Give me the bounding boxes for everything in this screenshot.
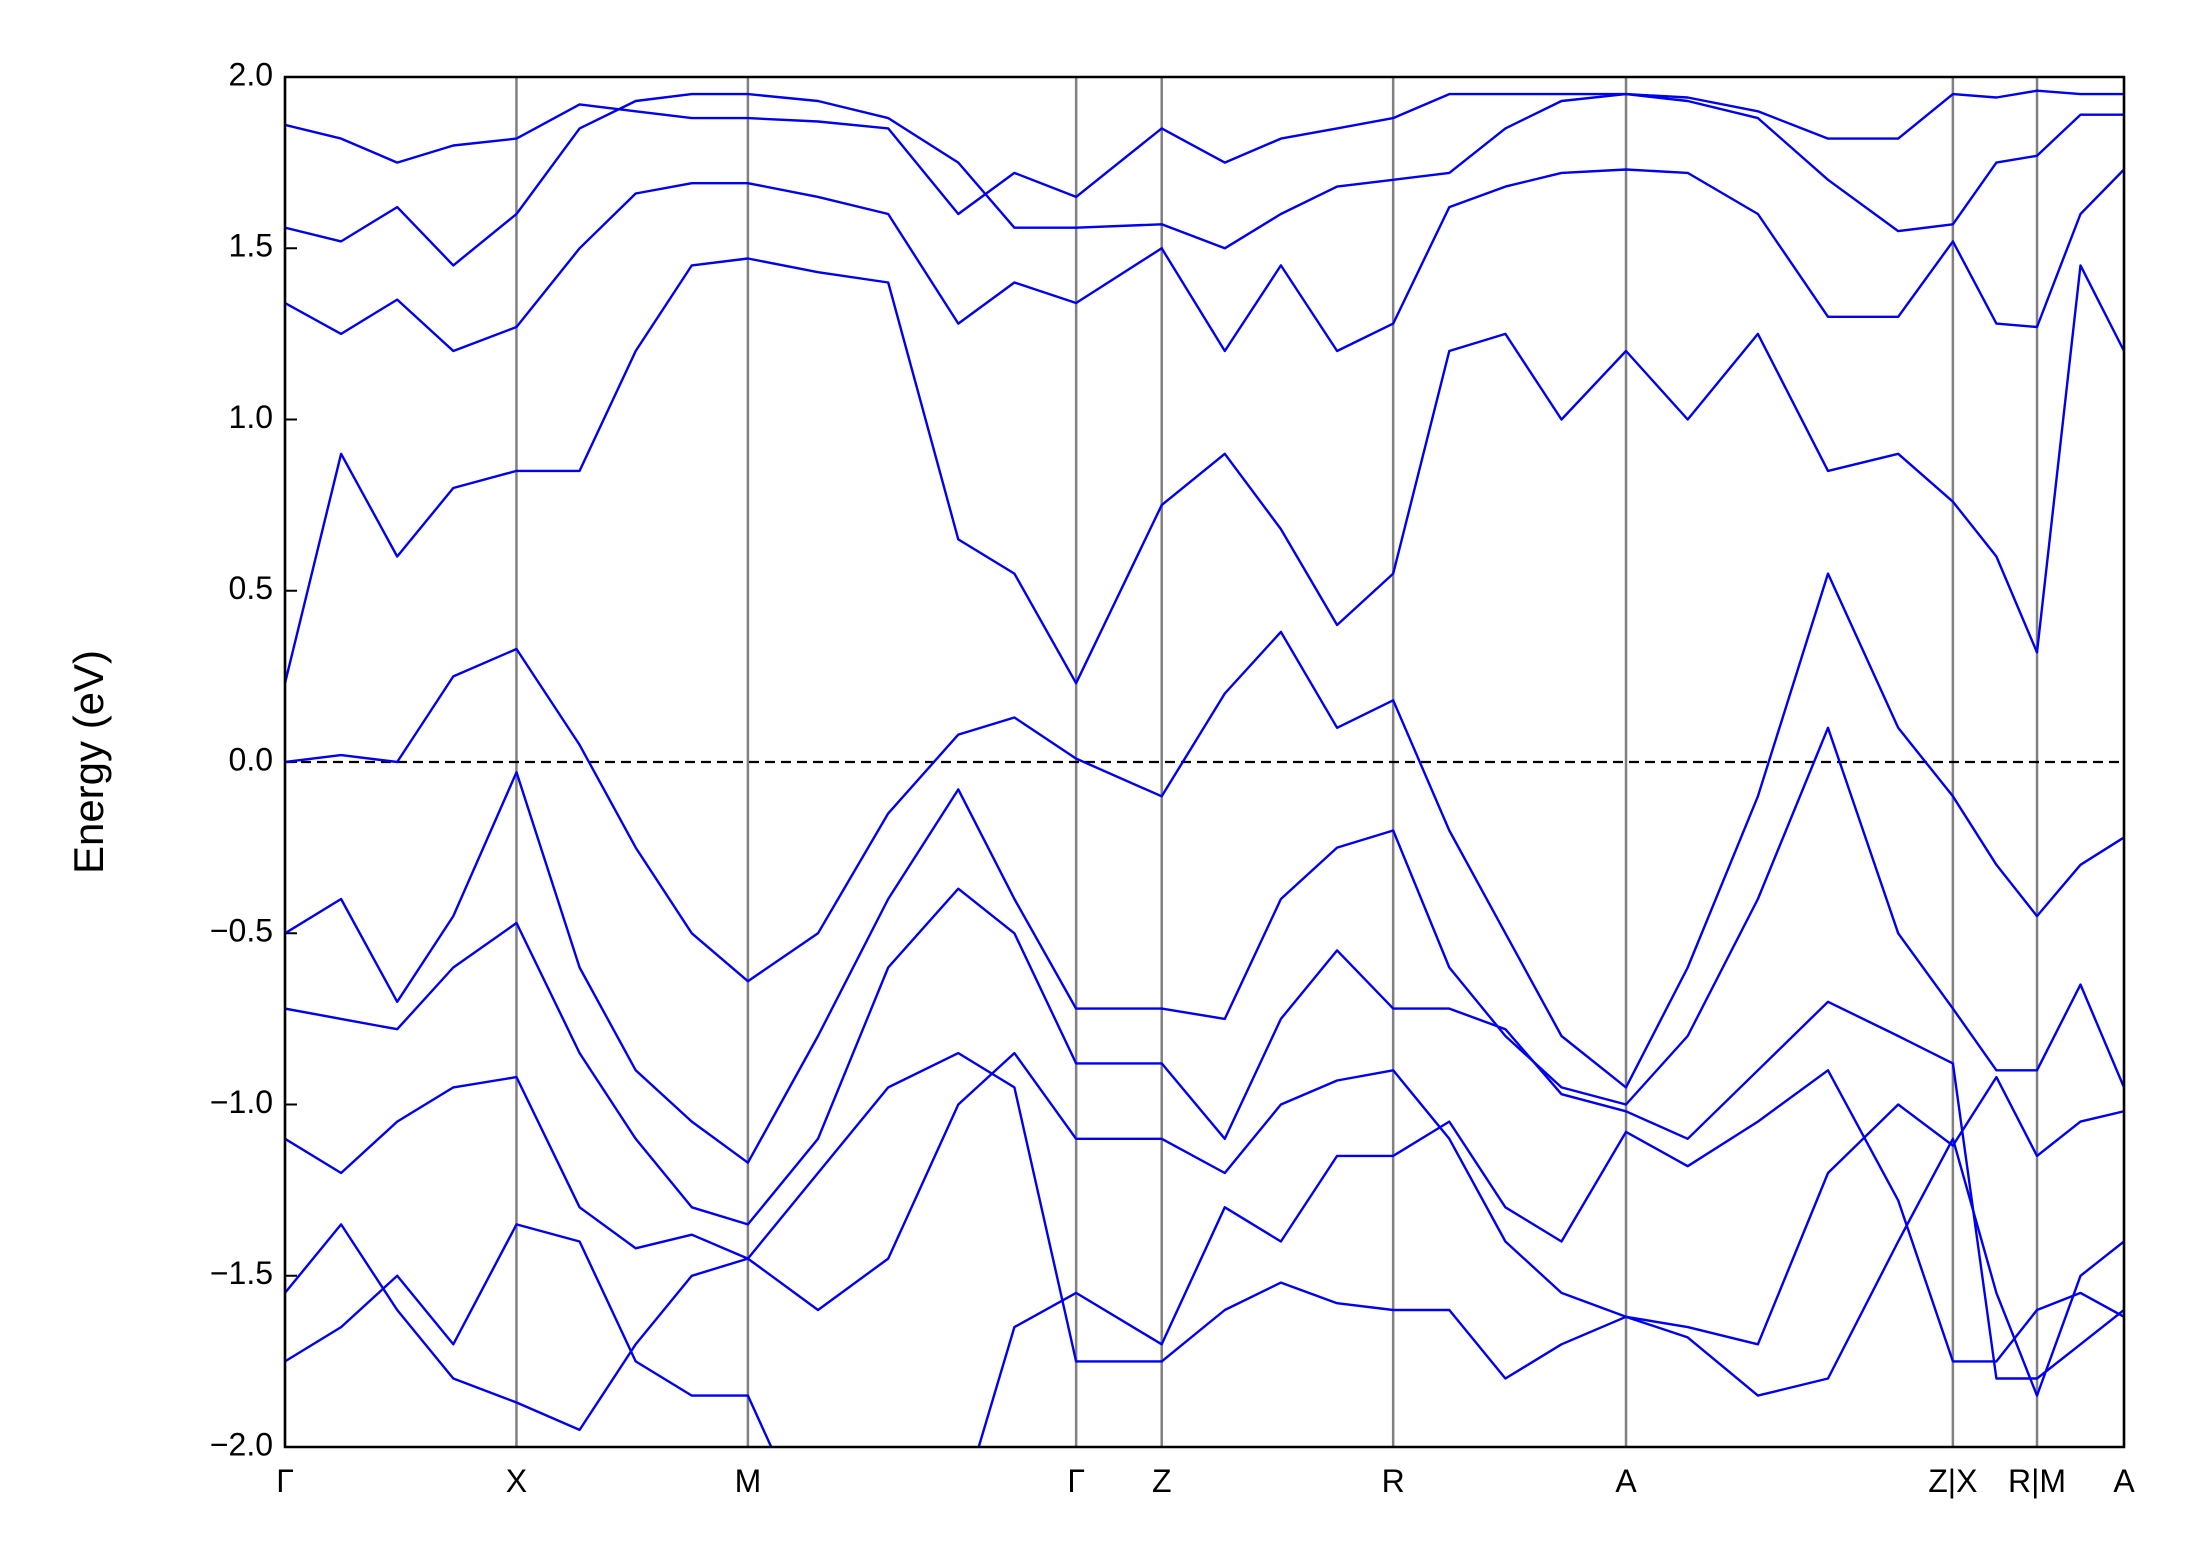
band-line (285, 1069, 2124, 1447)
band-line (285, 168, 2124, 353)
band-line (285, 89, 2124, 216)
band-line (285, 257, 2124, 685)
x-tick-label: Z|X (1928, 1463, 1977, 1499)
plot-frame (283, 75, 2126, 1449)
x-tick-label: A (2113, 1463, 2135, 1499)
x-tick-label: Γ (276, 1463, 294, 1499)
x-tick-label: R (1382, 1463, 1405, 1499)
x-tick-label: Γ (1067, 1463, 1085, 1499)
band-line (285, 887, 2124, 1380)
bands (285, 89, 2124, 1447)
y-axis-label: Energy (eV) (65, 650, 112, 874)
y-tick-label: −0.5 (210, 913, 273, 949)
band-line (285, 1051, 2124, 1432)
band-line (285, 726, 2124, 1164)
x-tick-label: R|M (2008, 1463, 2066, 1499)
x-tick-label: X (506, 1463, 527, 1499)
y-tick-label: −2.0 (210, 1426, 273, 1462)
band-line (285, 92, 2124, 267)
y-tick-label: −1.5 (210, 1255, 273, 1291)
y-tick-label: 0.5 (229, 570, 273, 606)
x-tick-label: Z (1152, 1463, 1172, 1499)
x-tick-label: A (1615, 1463, 1637, 1499)
x-tick-label: M (735, 1463, 762, 1499)
y-tick-label: −1.0 (210, 1084, 273, 1120)
band-line (285, 572, 2124, 1089)
y-tick-label: 1.5 (229, 228, 273, 264)
y-tick-label: 2.0 (229, 56, 273, 92)
y-tick-label: 0.0 (229, 741, 273, 777)
y-tick-label: 1.0 (229, 399, 273, 435)
band-line (285, 1051, 2124, 1346)
